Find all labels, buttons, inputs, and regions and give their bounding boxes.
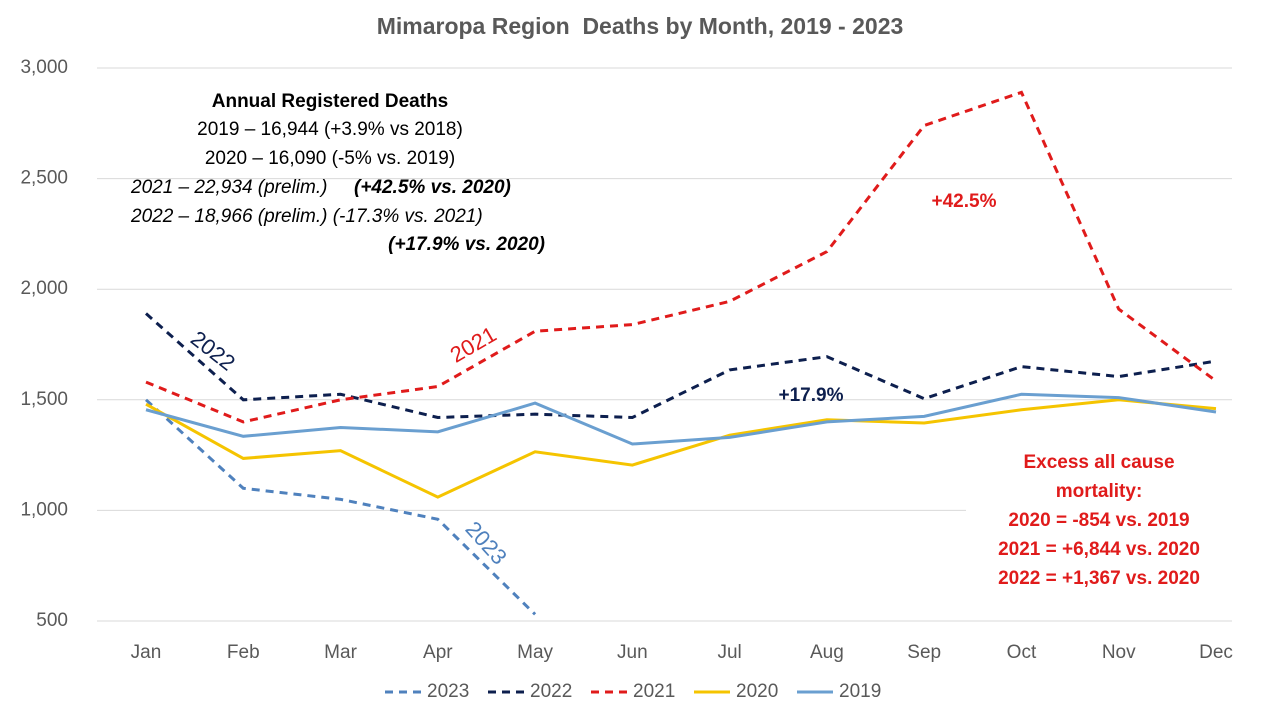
series-label: 2022 (186, 326, 240, 376)
annotation: mortality: (1056, 481, 1143, 502)
series-line (145, 90, 1217, 424)
x-tick-label: Jun (617, 642, 648, 663)
legend-label: 2021 (633, 681, 675, 702)
y-tick-label: 2,000 (20, 278, 68, 299)
y-tick-label: 3,000 (20, 57, 68, 78)
y-tick-label: 1,500 (20, 389, 68, 410)
legend-label: 2022 (530, 681, 572, 702)
chart-title: Mimaropa Region Deaths by Month, 2019 - … (377, 13, 904, 39)
x-tick-label: Sep (907, 642, 941, 663)
series-line (144, 398, 537, 616)
x-tick-label: Feb (227, 642, 260, 663)
x-tick-label: Mar (324, 642, 357, 663)
x-tick-label: Dec (1199, 642, 1233, 663)
x-tick-label: Apr (423, 642, 453, 663)
annotation-box (966, 448, 1232, 594)
legend-label: 2020 (736, 681, 778, 702)
annotation: (+17.9% vs. 2020) (388, 234, 545, 255)
series-label: 2023 (461, 516, 512, 569)
series-label: 2021 (446, 321, 501, 367)
x-tick-label: Oct (1007, 642, 1037, 663)
x-tick-label: Jul (717, 642, 741, 663)
y-tick-label: 1,000 (20, 499, 68, 520)
series-label: +42.5% (932, 191, 997, 212)
x-tick-label: Nov (1102, 642, 1136, 663)
annotation: 2022 = +1,367 vs. 2020 (998, 568, 1200, 589)
annotation: 2022 – 18,966 (prelim.) (-17.3% vs. 2021… (130, 206, 483, 227)
x-tick-label: Aug (810, 642, 844, 663)
x-tick-label: May (517, 642, 553, 663)
annotation: 2020 – 16,090 (-5% vs. 2019) (205, 148, 455, 169)
series-label: +17.9% (779, 385, 844, 406)
annotation: Excess all cause (1023, 452, 1174, 473)
annotation: 2019 – 16,944 (+3.9% vs 2018) (197, 119, 463, 140)
y-tick-label: 2,500 (20, 168, 68, 189)
y-tick-label: 500 (36, 610, 68, 631)
annotation: (+42.5% vs. 2020) (354, 177, 511, 198)
annotation: 2020 = -854 vs. 2019 (1008, 510, 1189, 531)
annotation: Annual Registered Deaths (212, 91, 449, 112)
series-line (145, 398, 1217, 499)
legend-label: 2023 (427, 681, 469, 702)
series-line (145, 392, 1217, 446)
x-tick-label: Jan (131, 642, 162, 663)
legend-label: 2019 (839, 681, 881, 702)
annotation: 2021 = +6,844 vs. 2020 (998, 539, 1200, 560)
series-line (145, 312, 1217, 420)
annotation: 2021 – 22,934 (prelim.) (130, 177, 327, 198)
